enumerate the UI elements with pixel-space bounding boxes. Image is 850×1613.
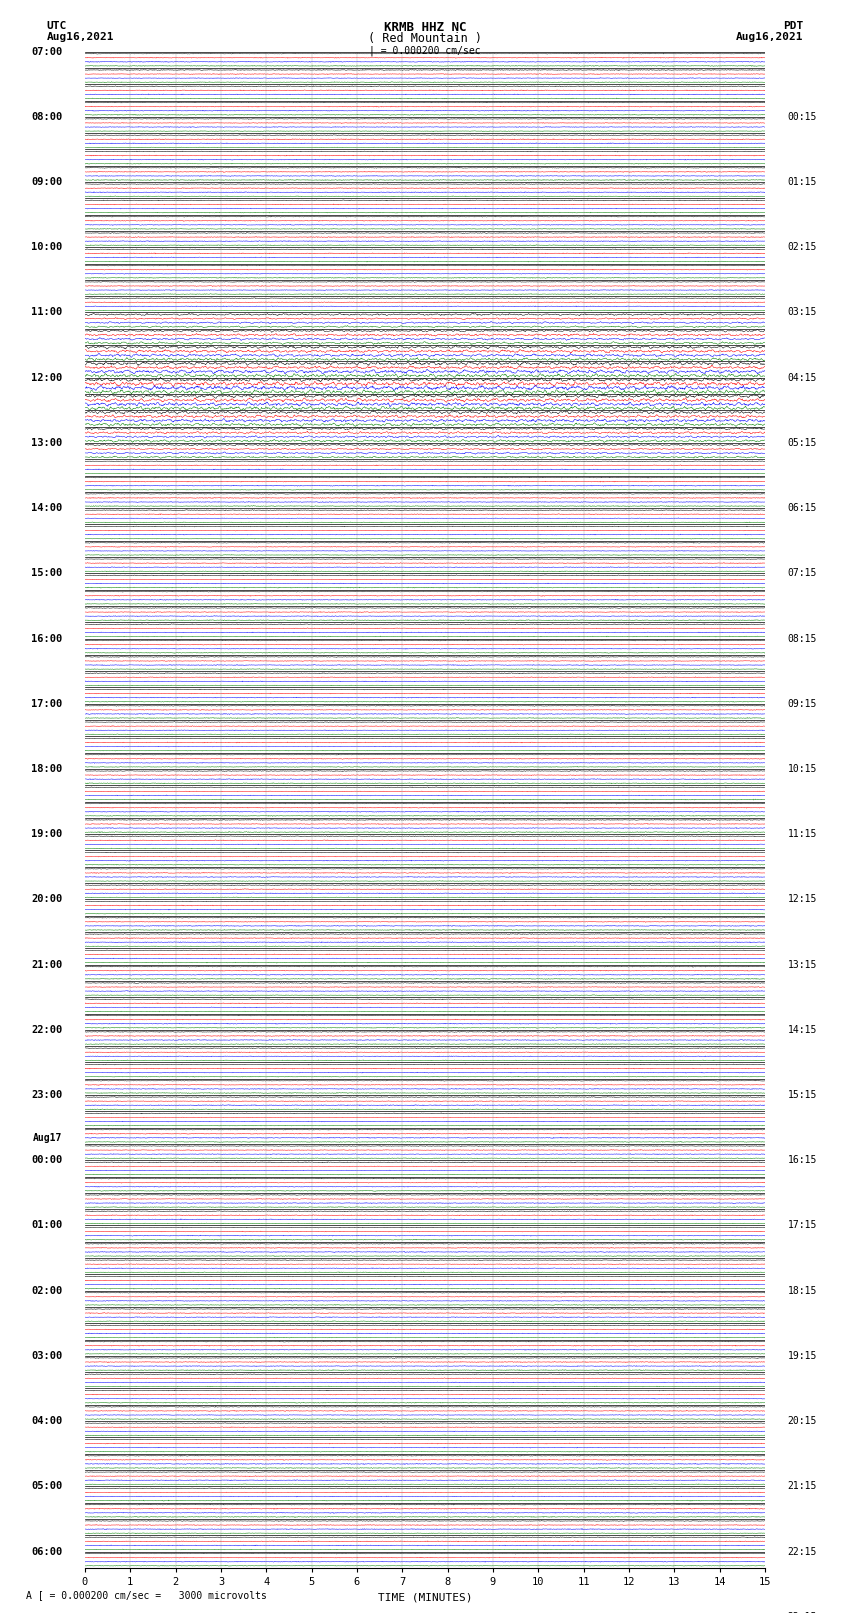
Text: 08:15: 08:15 bbox=[788, 634, 817, 644]
Text: 11:00: 11:00 bbox=[31, 308, 62, 318]
Text: 18:00: 18:00 bbox=[31, 765, 62, 774]
Text: 10:15: 10:15 bbox=[788, 765, 817, 774]
Text: 22:00: 22:00 bbox=[31, 1024, 62, 1036]
Text: 11:15: 11:15 bbox=[788, 829, 817, 839]
Text: 00:00: 00:00 bbox=[31, 1155, 62, 1165]
Text: 04:00: 04:00 bbox=[31, 1416, 62, 1426]
Text: 21:00: 21:00 bbox=[31, 960, 62, 969]
Text: 16:15: 16:15 bbox=[788, 1155, 817, 1165]
Text: 15:00: 15:00 bbox=[31, 568, 62, 579]
Text: Aug16,2021: Aug16,2021 bbox=[736, 32, 803, 42]
Text: Aug16,2021: Aug16,2021 bbox=[47, 32, 114, 42]
Text: 19:00: 19:00 bbox=[31, 829, 62, 839]
Text: 05:15: 05:15 bbox=[788, 437, 817, 448]
Text: 03:15: 03:15 bbox=[788, 308, 817, 318]
Text: 07:00: 07:00 bbox=[31, 47, 62, 56]
Text: 20:00: 20:00 bbox=[31, 894, 62, 905]
Text: 10:00: 10:00 bbox=[31, 242, 62, 252]
Text: 23:00: 23:00 bbox=[31, 1090, 62, 1100]
Text: 17:00: 17:00 bbox=[31, 698, 62, 708]
Text: 22:15: 22:15 bbox=[788, 1547, 817, 1557]
Text: 14:15: 14:15 bbox=[788, 1024, 817, 1036]
Text: 04:15: 04:15 bbox=[788, 373, 817, 382]
Text: KRMB HHZ NC: KRMB HHZ NC bbox=[383, 21, 467, 34]
Text: 19:15: 19:15 bbox=[788, 1352, 817, 1361]
Text: UTC: UTC bbox=[47, 21, 67, 31]
Text: 02:00: 02:00 bbox=[31, 1286, 62, 1295]
Text: 17:15: 17:15 bbox=[788, 1221, 817, 1231]
Text: 08:00: 08:00 bbox=[31, 111, 62, 123]
Text: PDT: PDT bbox=[783, 21, 803, 31]
Text: 18:15: 18:15 bbox=[788, 1286, 817, 1295]
Text: 21:15: 21:15 bbox=[788, 1481, 817, 1492]
Text: A [ = 0.000200 cm/sec =   3000 microvolts: A [ = 0.000200 cm/sec = 3000 microvolts bbox=[26, 1590, 266, 1600]
Text: 06:00: 06:00 bbox=[31, 1547, 62, 1557]
Text: 06:15: 06:15 bbox=[788, 503, 817, 513]
Text: 03:00: 03:00 bbox=[31, 1352, 62, 1361]
Text: ( Red Mountain ): ( Red Mountain ) bbox=[368, 32, 482, 45]
Text: 20:15: 20:15 bbox=[788, 1416, 817, 1426]
Text: 05:00: 05:00 bbox=[31, 1481, 62, 1492]
X-axis label: TIME (MINUTES): TIME (MINUTES) bbox=[377, 1592, 473, 1602]
Text: 09:00: 09:00 bbox=[31, 177, 62, 187]
Text: 02:15: 02:15 bbox=[788, 242, 817, 252]
Text: Aug17: Aug17 bbox=[33, 1132, 62, 1144]
Text: 07:15: 07:15 bbox=[788, 568, 817, 579]
Text: 13:15: 13:15 bbox=[788, 960, 817, 969]
Text: 12:00: 12:00 bbox=[31, 373, 62, 382]
Text: 14:00: 14:00 bbox=[31, 503, 62, 513]
Text: 09:15: 09:15 bbox=[788, 698, 817, 708]
Text: | = 0.000200 cm/sec: | = 0.000200 cm/sec bbox=[369, 45, 481, 56]
Text: 12:15: 12:15 bbox=[788, 894, 817, 905]
Text: 01:00: 01:00 bbox=[31, 1221, 62, 1231]
Text: 01:15: 01:15 bbox=[788, 177, 817, 187]
Text: 00:15: 00:15 bbox=[788, 111, 817, 123]
Text: 15:15: 15:15 bbox=[788, 1090, 817, 1100]
Text: 16:00: 16:00 bbox=[31, 634, 62, 644]
Text: 13:00: 13:00 bbox=[31, 437, 62, 448]
